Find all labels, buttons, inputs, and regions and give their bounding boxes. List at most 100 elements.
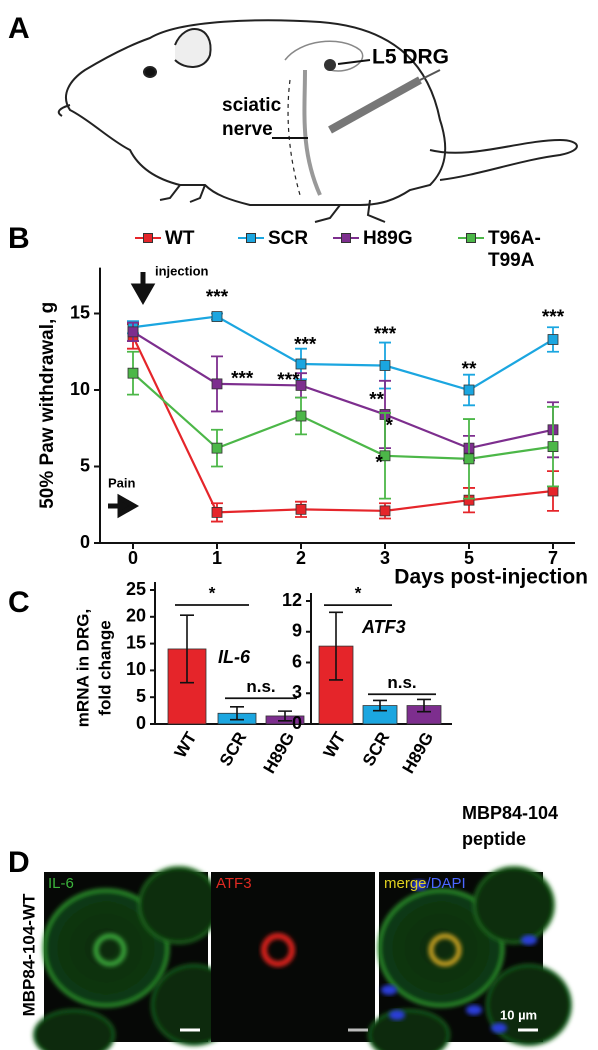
data-point xyxy=(463,453,475,465)
significance-label: * xyxy=(385,416,393,437)
y-tick-label: 5 xyxy=(80,455,90,475)
significance-label: *** xyxy=(294,335,317,356)
data-point xyxy=(379,450,391,462)
legend-label: SCR xyxy=(268,228,309,249)
data-point xyxy=(547,334,559,345)
injection-arrow xyxy=(130,272,156,306)
significance-label: *** xyxy=(542,307,565,328)
legend-label: WT xyxy=(165,228,195,249)
channel-label: ATF3 xyxy=(216,875,252,892)
drg-dot xyxy=(324,59,336,71)
error-bar xyxy=(329,611,343,681)
x-tick-label: 7 xyxy=(548,548,558,568)
x-tick-label: H89G xyxy=(399,729,438,777)
gene-label: ATF3 xyxy=(361,617,406,637)
y-tick-label: 15 xyxy=(70,302,90,322)
legend-swatch xyxy=(135,228,161,248)
y-tick-label: 10 xyxy=(70,379,90,399)
y-tick-label: 0 xyxy=(292,713,302,733)
cell xyxy=(377,888,505,1008)
cell xyxy=(33,1009,115,1050)
y-axis-label: 50% Paw withdrawal, g xyxy=(37,302,58,509)
drg-arrow xyxy=(337,59,371,65)
x-axis-label: Days post-injection xyxy=(394,566,588,589)
data-point xyxy=(379,360,391,371)
significance-label: *** xyxy=(231,368,254,389)
legend-item: T96A-T99A xyxy=(458,228,550,272)
panel-label: B xyxy=(8,222,30,255)
dapi-nucleus xyxy=(521,935,537,945)
channel-label: merge/DAPI xyxy=(384,875,466,892)
cell xyxy=(486,964,572,1046)
data-point xyxy=(211,506,223,518)
comparison-label: n.s. xyxy=(246,677,275,696)
channel-label: IL-6 xyxy=(48,875,74,892)
cell xyxy=(473,866,555,944)
pain-label: Pain xyxy=(108,475,136,490)
data-point xyxy=(211,442,223,454)
y-tick-label: 9 xyxy=(292,621,302,641)
y-tick-label: 0 xyxy=(80,532,90,552)
legend-label: T96A-T99A xyxy=(488,228,541,271)
series-line xyxy=(132,335,554,514)
drg-label: L5 DRG xyxy=(372,46,449,69)
series-line xyxy=(132,330,554,450)
legend-swatch xyxy=(458,228,484,248)
data-point xyxy=(547,441,559,453)
y-axis-label: mRNA in DRG, xyxy=(73,609,92,727)
cell xyxy=(138,866,220,944)
error-bar xyxy=(278,710,292,722)
nerve-label: sciatic xyxy=(222,95,282,116)
legend-item: WT xyxy=(135,228,195,250)
data-point xyxy=(211,378,223,390)
data-point xyxy=(379,505,391,517)
x-tick-label: H89G xyxy=(260,729,299,777)
legend-swatch xyxy=(238,228,264,248)
x-axis-label: MBP84-104 xyxy=(462,803,558,823)
nucleus xyxy=(428,933,462,967)
legend-item: SCR xyxy=(238,228,308,250)
y-tick-label: 15 xyxy=(126,632,146,652)
y-tick-label: 5 xyxy=(136,686,146,706)
data-point xyxy=(295,358,307,370)
x-tick-label: 2 xyxy=(296,548,306,568)
x-axis-label: peptide xyxy=(462,829,526,849)
significance-label: *** xyxy=(277,370,300,391)
comparison-label: * xyxy=(355,584,362,603)
x-tick-label: SCR xyxy=(359,729,393,770)
legend-item: H89G xyxy=(333,228,413,250)
error-bar xyxy=(417,698,431,713)
legend-swatch xyxy=(333,228,359,248)
dapi-nucleus xyxy=(389,1010,405,1020)
x-tick-label: WT xyxy=(320,728,350,761)
series-line xyxy=(132,372,554,460)
data-point xyxy=(547,485,559,497)
significance-label: * xyxy=(375,452,383,473)
x-tick-label: 5 xyxy=(464,548,474,568)
panel-label: A xyxy=(8,12,30,45)
significance-label: *** xyxy=(374,324,397,345)
merge-label: merge xyxy=(384,875,427,892)
y-tick-label: 3 xyxy=(292,682,302,702)
x-tick-label: 1 xyxy=(212,548,222,568)
panel-label: D xyxy=(8,846,30,879)
legend-label: H89G xyxy=(363,228,413,249)
y-tick-label: 0 xyxy=(136,713,146,733)
data-point xyxy=(295,380,307,391)
significance-label: *** xyxy=(206,287,229,308)
gene-label: IL-6 xyxy=(218,647,251,667)
data-point xyxy=(295,410,307,422)
significance-label: ** xyxy=(462,359,477,380)
row-label: MBP84-104-WT xyxy=(19,893,38,1016)
cell xyxy=(368,1009,450,1050)
nucleus xyxy=(261,933,295,967)
panel-d: D MBP84-104-WT IL-6 ATF3 merge/DAPI 10 µm xyxy=(8,846,572,1050)
significance-label: ** xyxy=(369,390,384,411)
y-tick-label: 12 xyxy=(282,590,302,610)
x-tick-label: SCR xyxy=(216,729,250,770)
comparison-label: * xyxy=(209,583,216,602)
error-bar xyxy=(373,699,387,712)
